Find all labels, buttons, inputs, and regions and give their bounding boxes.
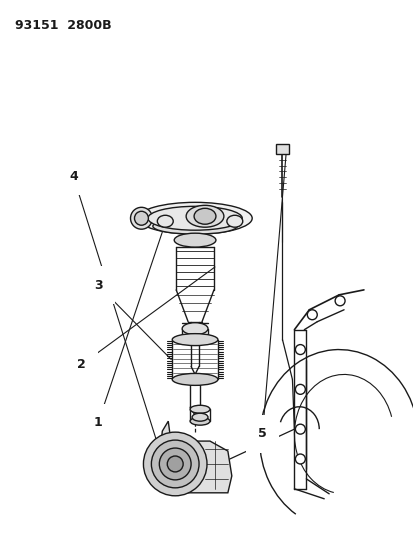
Circle shape bbox=[143, 432, 206, 496]
Ellipse shape bbox=[190, 405, 209, 413]
Ellipse shape bbox=[138, 203, 252, 234]
Ellipse shape bbox=[147, 206, 242, 230]
Ellipse shape bbox=[186, 205, 223, 227]
Text: 2: 2 bbox=[77, 358, 86, 371]
Circle shape bbox=[335, 296, 344, 306]
Circle shape bbox=[306, 310, 316, 320]
Ellipse shape bbox=[174, 233, 216, 247]
Ellipse shape bbox=[157, 215, 173, 227]
Ellipse shape bbox=[192, 413, 207, 421]
Ellipse shape bbox=[134, 211, 148, 225]
Text: 93151  2800B: 93151 2800B bbox=[15, 19, 112, 33]
Circle shape bbox=[159, 448, 191, 480]
Circle shape bbox=[167, 456, 183, 472]
Text: 5: 5 bbox=[258, 427, 266, 440]
Circle shape bbox=[295, 454, 305, 464]
Ellipse shape bbox=[130, 207, 152, 229]
Text: 4: 4 bbox=[69, 170, 78, 183]
PathPatch shape bbox=[160, 421, 231, 493]
Ellipse shape bbox=[182, 322, 207, 335]
Ellipse shape bbox=[152, 218, 237, 234]
Ellipse shape bbox=[172, 374, 217, 385]
Text: 3: 3 bbox=[93, 279, 102, 292]
Ellipse shape bbox=[194, 208, 216, 224]
FancyBboxPatch shape bbox=[275, 144, 289, 154]
Circle shape bbox=[295, 384, 305, 394]
Ellipse shape bbox=[226, 215, 242, 227]
Text: 1: 1 bbox=[93, 416, 102, 430]
Ellipse shape bbox=[172, 334, 217, 345]
Circle shape bbox=[295, 345, 305, 354]
Circle shape bbox=[151, 440, 199, 488]
Ellipse shape bbox=[190, 417, 209, 425]
Circle shape bbox=[295, 424, 305, 434]
